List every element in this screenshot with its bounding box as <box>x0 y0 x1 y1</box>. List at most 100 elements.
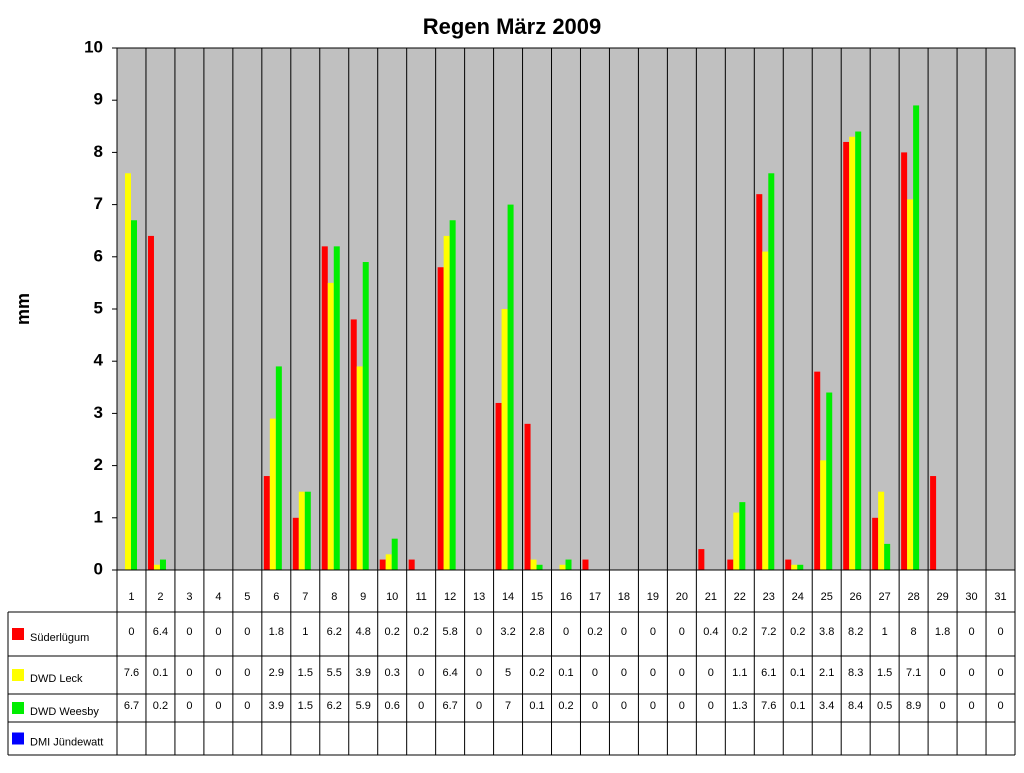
table-value: 0 <box>215 700 221 712</box>
table-value: 0 <box>968 667 974 679</box>
table-value: 0.3 <box>385 667 400 679</box>
table-value: 8.2 <box>848 626 863 638</box>
legend-label: DMI Jündewatt <box>30 736 103 748</box>
table-value: 0 <box>708 700 714 712</box>
x-tick-label: 23 <box>763 591 775 603</box>
legend-swatch <box>12 669 24 681</box>
y-tick-label: 6 <box>94 246 103 265</box>
table-value: 2.9 <box>269 667 284 679</box>
table-value: 0 <box>476 700 482 712</box>
bar <box>733 512 740 570</box>
bar <box>530 559 537 570</box>
table-value: 8.9 <box>906 700 921 712</box>
table-value: 0 <box>186 667 192 679</box>
table-value: 0 <box>968 700 974 712</box>
x-tick-label: 16 <box>560 591 572 603</box>
table-value: 2.8 <box>529 626 544 638</box>
x-tick-label: 21 <box>705 591 717 603</box>
table-value: 3.9 <box>356 667 371 679</box>
bar <box>327 282 334 570</box>
bar <box>125 173 131 570</box>
table-value: 7 <box>505 700 511 712</box>
table-value: 7.6 <box>124 667 139 679</box>
table-value: 0 <box>679 667 685 679</box>
bar <box>298 491 305 570</box>
table-value: 0 <box>186 626 192 638</box>
x-tick-label: 8 <box>331 591 337 603</box>
bar <box>565 559 572 570</box>
y-axis-label: mm <box>13 293 33 325</box>
bar <box>304 491 311 570</box>
bar <box>263 476 270 570</box>
x-tick-label: 22 <box>734 591 746 603</box>
table-value: 1.3 <box>732 700 747 712</box>
bar <box>385 554 392 570</box>
table-value: 0.2 <box>529 667 544 679</box>
bar <box>768 173 775 570</box>
table-value: 0.2 <box>153 700 168 712</box>
legend-label: Süderlügum <box>30 632 89 644</box>
table-value: 0.2 <box>587 626 602 638</box>
table-value: 0 <box>997 700 1003 712</box>
table-value: 0 <box>215 667 221 679</box>
x-tick-label: 9 <box>360 591 366 603</box>
table-value: 0.2 <box>732 626 747 638</box>
bar <box>582 559 589 570</box>
bar <box>913 105 920 571</box>
bar <box>362 262 369 570</box>
bar <box>443 235 450 571</box>
table-value: 0.2 <box>790 626 805 638</box>
bar <box>333 246 340 571</box>
x-tick-label: 6 <box>273 591 279 603</box>
bar <box>698 549 705 570</box>
table-value: 6.4 <box>153 626 168 638</box>
x-tick-label: 20 <box>676 591 688 603</box>
x-tick-label: 27 <box>879 591 891 603</box>
bar <box>855 131 862 570</box>
table-value: 0 <box>621 700 627 712</box>
y-tick-label: 4 <box>94 351 104 370</box>
table-value: 0 <box>215 626 221 638</box>
chart-title: Regen März 2009 <box>423 14 602 39</box>
table-value: 0.2 <box>558 700 573 712</box>
legend-swatch <box>12 628 24 640</box>
bar <box>739 502 746 570</box>
bar <box>820 460 827 570</box>
x-tick-label: 5 <box>244 591 250 603</box>
bar <box>391 538 398 570</box>
bar <box>884 543 891 570</box>
x-tick-label: 14 <box>502 591 514 603</box>
x-tick-label: 28 <box>907 591 919 603</box>
table-value: 0 <box>679 700 685 712</box>
table-value: 0 <box>186 700 192 712</box>
bar <box>408 559 415 570</box>
bar <box>495 402 502 570</box>
table-value: 6.7 <box>442 700 457 712</box>
table-value: 8.3 <box>848 667 863 679</box>
bar <box>756 194 763 570</box>
x-tick-label: 26 <box>850 591 862 603</box>
table-value: 6.1 <box>761 667 776 679</box>
table-value: 0 <box>968 626 974 638</box>
bar <box>785 559 792 570</box>
bar <box>524 423 531 570</box>
x-tick-label: 19 <box>647 591 659 603</box>
y-tick-label: 5 <box>94 298 103 317</box>
table-value: 2.1 <box>819 667 834 679</box>
x-tick-label: 10 <box>386 591 398 603</box>
table-value: 0 <box>563 626 569 638</box>
table-value: 0.4 <box>703 626 718 638</box>
table-value: 0 <box>997 626 1003 638</box>
table-value: 0 <box>244 667 250 679</box>
y-tick-label: 1 <box>94 507 103 526</box>
legend-swatch <box>12 702 24 714</box>
table-value: 7.1 <box>906 667 921 679</box>
table-value: 5 <box>505 667 511 679</box>
table-value: 0 <box>244 626 250 638</box>
bar <box>814 371 821 570</box>
table-value: 7.6 <box>761 700 776 712</box>
y-tick-label: 9 <box>94 90 103 109</box>
table-value: 0.2 <box>385 626 400 638</box>
table-value: 0 <box>940 700 946 712</box>
